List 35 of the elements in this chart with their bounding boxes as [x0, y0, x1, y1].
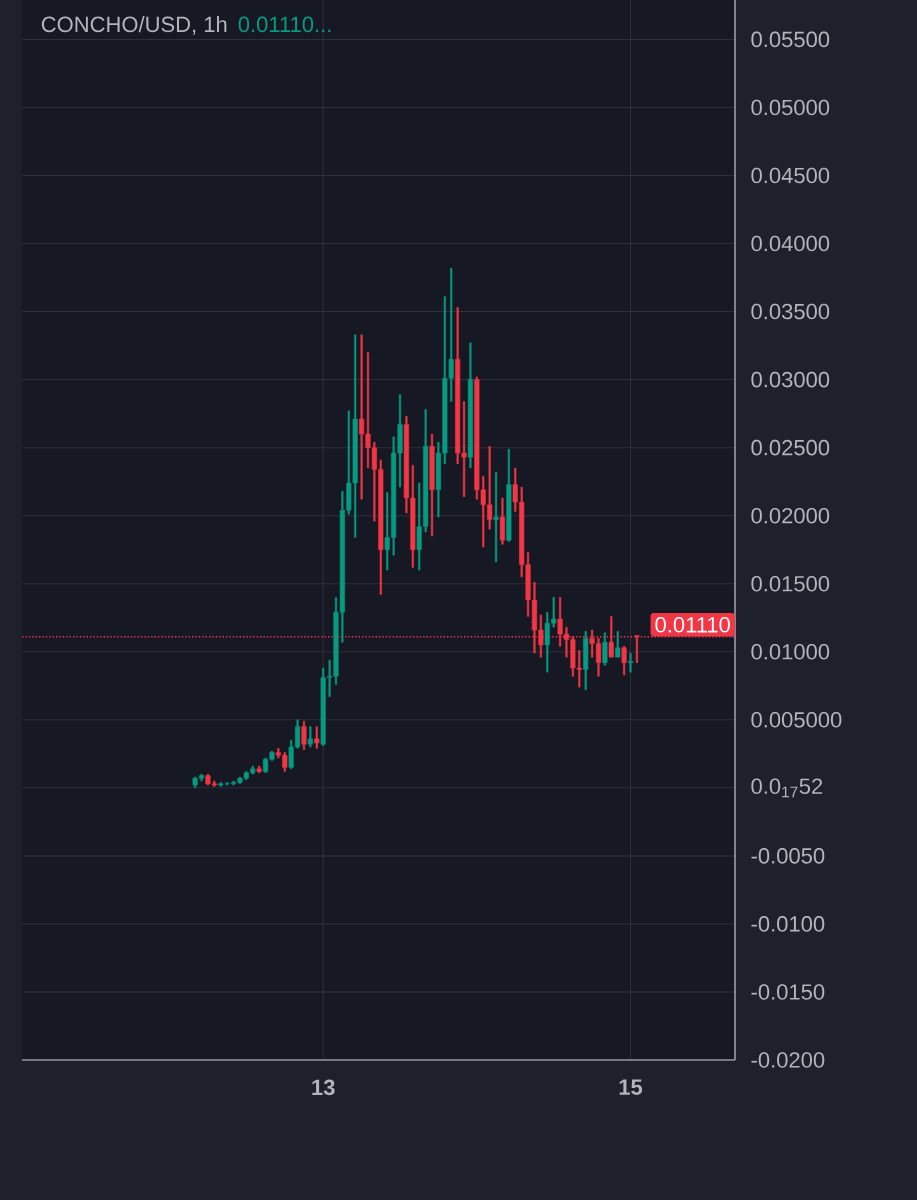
y-tick-label: 0.05500	[751, 31, 830, 48]
candlestick	[621, 646, 627, 676]
candlestick	[627, 652, 634, 673]
y-tick-label: -0.0150	[751, 984, 825, 1000]
y-tick-label: 0.03000	[751, 371, 830, 388]
y-tick-label: 0.02000	[751, 507, 830, 524]
y-tick-label: 0.02500	[751, 439, 830, 456]
text: CONCHO/USD, 1h	[41, 16, 227, 35]
candlestick	[429, 433, 435, 537]
y-tick-label: 0.005000	[751, 712, 842, 728]
y-tick-label: -0.0100	[751, 916, 825, 932]
candlestick	[467, 342, 473, 469]
y-tick-label: 0.04500	[751, 167, 830, 184]
candlestick	[307, 726, 313, 748]
x-tick-label: 15	[619, 1079, 643, 1095]
y-tick-label: 0.01000	[751, 643, 830, 660]
y-tick-label: -0.0050	[751, 848, 825, 864]
y-tick-label: 0.05000	[751, 99, 830, 116]
y-tick-label: -0.0200	[751, 1052, 825, 1068]
ref-line-label: 0.01110	[655, 617, 730, 633]
candlestick	[301, 720, 307, 750]
y-tick-label: 0.04000	[751, 235, 830, 252]
candlestick	[615, 631, 621, 658]
candlestick	[499, 497, 506, 545]
candlestick	[583, 631, 589, 691]
candlestick	[493, 471, 499, 563]
y-tick-label: 0.03500	[751, 303, 830, 320]
candlestick	[314, 726, 320, 749]
annotation: 0.01110...	[238, 16, 331, 33]
y-tick-label: 0.01500	[751, 575, 830, 592]
x-tick-label: 13	[312, 1079, 335, 1096]
candlestick	[506, 448, 512, 542]
candlestick	[256, 765, 262, 774]
candlestick	[602, 632, 608, 666]
y-tick-label: 0.0$_{17}$52	[751, 778, 823, 798]
